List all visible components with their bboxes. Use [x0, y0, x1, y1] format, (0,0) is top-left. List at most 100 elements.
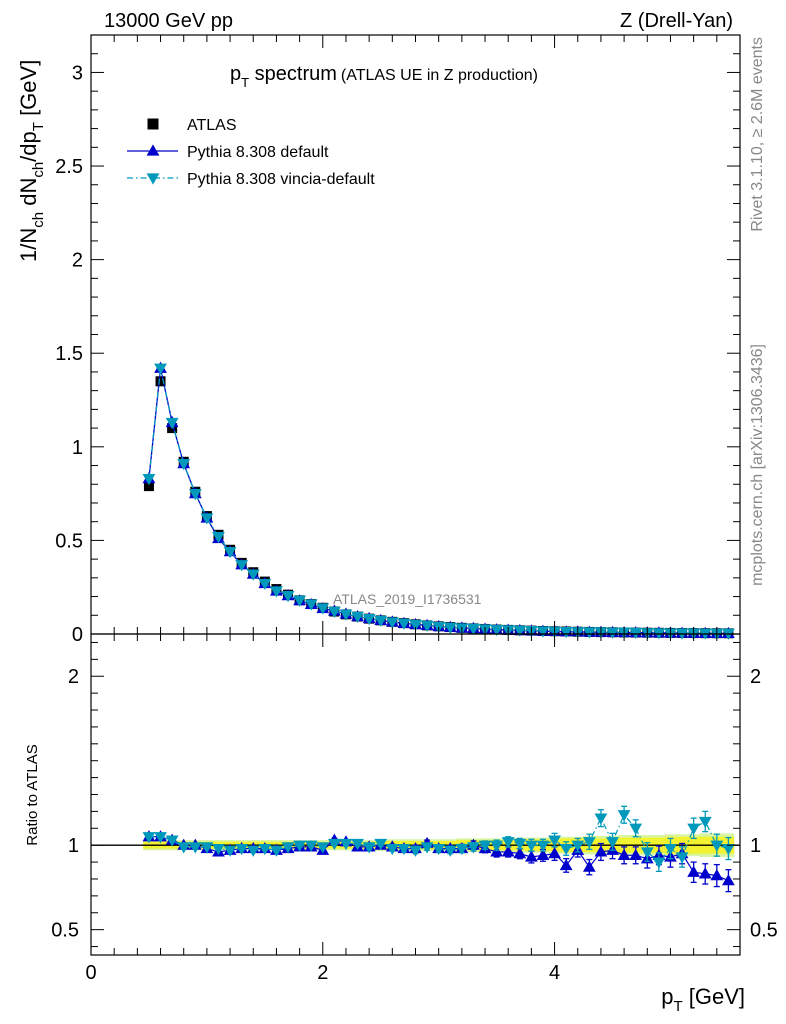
pythia-vincia-point [223, 547, 237, 559]
ylabel-part-5: T [30, 122, 47, 131]
ylabel-part-6: [GeV] [16, 60, 41, 122]
main-plot: 0 0.5 1 1.5 2 2.5 3 pT spectrum (ATLAS UE in Z … [55, 34, 741, 646]
pythia-vincia-point [327, 606, 341, 618]
pythia-vincia-ratio-point [304, 840, 318, 852]
pythia-vincia-point [606, 627, 619, 639]
legend-atlas-label: ATLAS [187, 117, 237, 134]
pythia-vincia-point [258, 578, 272, 591]
ylabel-part-0: 1/N [16, 228, 41, 262]
pythia-default-ratio-point [617, 848, 631, 860]
pythia-vincia-ratio-point [351, 838, 364, 851]
main-plot-title: pT spectrum (ATLAS UE in Z production) [230, 63, 538, 90]
pythia-vincia-point [281, 591, 295, 603]
pythia-default-ratio-point [501, 845, 515, 857]
pythia-vincia-ratio-point [501, 837, 515, 849]
pythia-vincia-ratio-point [513, 838, 527, 851]
main-y-tick-label: 0 [72, 624, 83, 646]
pythia-default-ratio-point [582, 860, 596, 872]
pythia-vincia-ratio-point [409, 845, 422, 857]
pythia-vincia-ratio-point [490, 840, 504, 852]
pythia-default-ratio-point [525, 850, 538, 862]
pythia-default-ratio-point [722, 874, 735, 886]
pythia-vincia-ratio-point [246, 845, 260, 857]
ratio-y-tick-label-left: 0.5 [51, 920, 79, 942]
pythia-default-ratio-point [559, 858, 573, 871]
atlas-point [155, 376, 166, 387]
legend-default-marker [146, 144, 160, 156]
pythia-default-ratio-point [536, 848, 550, 860]
pythia-vincia-point [246, 569, 260, 581]
pythia-vincia-point [142, 474, 156, 486]
pythia-vincia-ratio-point [420, 842, 434, 854]
legend-atlas-marker [147, 118, 159, 130]
ylabel-part-3: ch [30, 162, 47, 178]
pythia-vincia-point [177, 459, 191, 471]
pythia-vincia-point [235, 560, 249, 572]
pythia-vincia-ratio-point [548, 835, 561, 847]
x-tick-label: 0 [85, 962, 96, 984]
pythia-vincia-point [409, 619, 422, 632]
ratio-y-tick-label-left: 2 [68, 666, 79, 688]
ratio-plot-marks [91, 805, 740, 893]
pythia-vincia-point [490, 624, 504, 637]
legend-default-label: Pythia 8.308 default [187, 144, 329, 161]
pythia-vincia-point [374, 615, 388, 627]
x-tick-label: 2 [317, 962, 328, 984]
pythia-vincia-ratio-point [154, 832, 167, 844]
main-y-tick-label: 1.5 [55, 343, 83, 365]
pythia-vincia-ratio-point [687, 823, 701, 835]
pythia-vincia-ratio-point [698, 816, 712, 829]
pythia-vincia-point [351, 611, 364, 624]
pythia-vincia-ratio-point [223, 845, 237, 857]
main-y-tick-label: 2 [72, 250, 83, 272]
pythia-vincia-point [200, 513, 214, 525]
pythia-vincia-point [188, 488, 202, 501]
rivet-label: Rivet 3.1.10, ≥ 2.6M events [749, 37, 766, 232]
pythia-vincia-ratio-point [617, 810, 631, 822]
pythia-vincia-ratio-point [374, 838, 388, 851]
pythia-vincia-point [443, 622, 457, 634]
xlabel-main: p [661, 984, 673, 1009]
pythia-vincia-ratio-point [293, 840, 306, 852]
header-left-label: 13000 GeV pp [104, 10, 233, 32]
pythia-default-ratio-point [548, 847, 561, 859]
pythia-vincia-ratio-line [148, 813, 729, 863]
pythia-vincia-ratio-point [397, 843, 411, 856]
pythia-vincia-point [339, 609, 353, 621]
pythia-vincia-ratio-point [478, 840, 492, 852]
pythia-vincia-ratio-point [559, 843, 573, 856]
pythia-vincia-ratio-point [385, 843, 399, 856]
title-sub: T [241, 75, 249, 90]
pythia-vincia-point [629, 627, 643, 640]
pythia-vincia-ratio-point [525, 840, 538, 852]
main-y-tick-label: 3 [72, 62, 83, 84]
pythia-vincia-ratio-point [594, 813, 608, 825]
ratio-plot-axis: 0.5 0.5 1 1 2 2 0 2 4 [51, 634, 778, 984]
pythia-vincia-point [536, 626, 550, 638]
ratio-y-tick-label-right: 1 [750, 835, 761, 857]
pythia-vincia-ratio-point [258, 843, 272, 856]
pythia-vincia-ratio-point [327, 838, 341, 851]
pythia-vincia-point [270, 586, 283, 598]
pythia-vincia-point [559, 626, 573, 639]
pythia-vincia-point [467, 623, 480, 635]
pythia-default-ratio-point [687, 865, 701, 877]
xlabel-sub: T [673, 998, 682, 1015]
pythia-vincia-point [513, 625, 527, 637]
ratio-y-tick-label-right: 2 [750, 666, 761, 688]
pythia-vincia-ratio-point [571, 840, 585, 852]
pythia-vincia-point [304, 599, 318, 611]
pythia-vincia-ratio-point [142, 832, 156, 844]
x-tick-label: 4 [549, 962, 560, 984]
legend-vincia-marker [146, 173, 160, 185]
header-right-label: Z (Drell-Yan) [620, 10, 733, 32]
mcplots-label: mcplots.cern.ch [arXiv:1306.3436] [749, 344, 766, 586]
ratio-plot: 0.5 0.5 1 1 2 2 0 2 4 Ratio to ATLAS pT [GeV] [24, 633, 778, 1015]
pythia-vincia-ratio-point [664, 843, 677, 856]
pythia-vincia-ratio-point [710, 840, 724, 852]
pythia-vincia-ratio-point [455, 843, 469, 856]
pythia-vincia-point [362, 614, 376, 626]
pythia-vincia-point [212, 532, 225, 544]
title-rest: spectrum [249, 63, 337, 85]
